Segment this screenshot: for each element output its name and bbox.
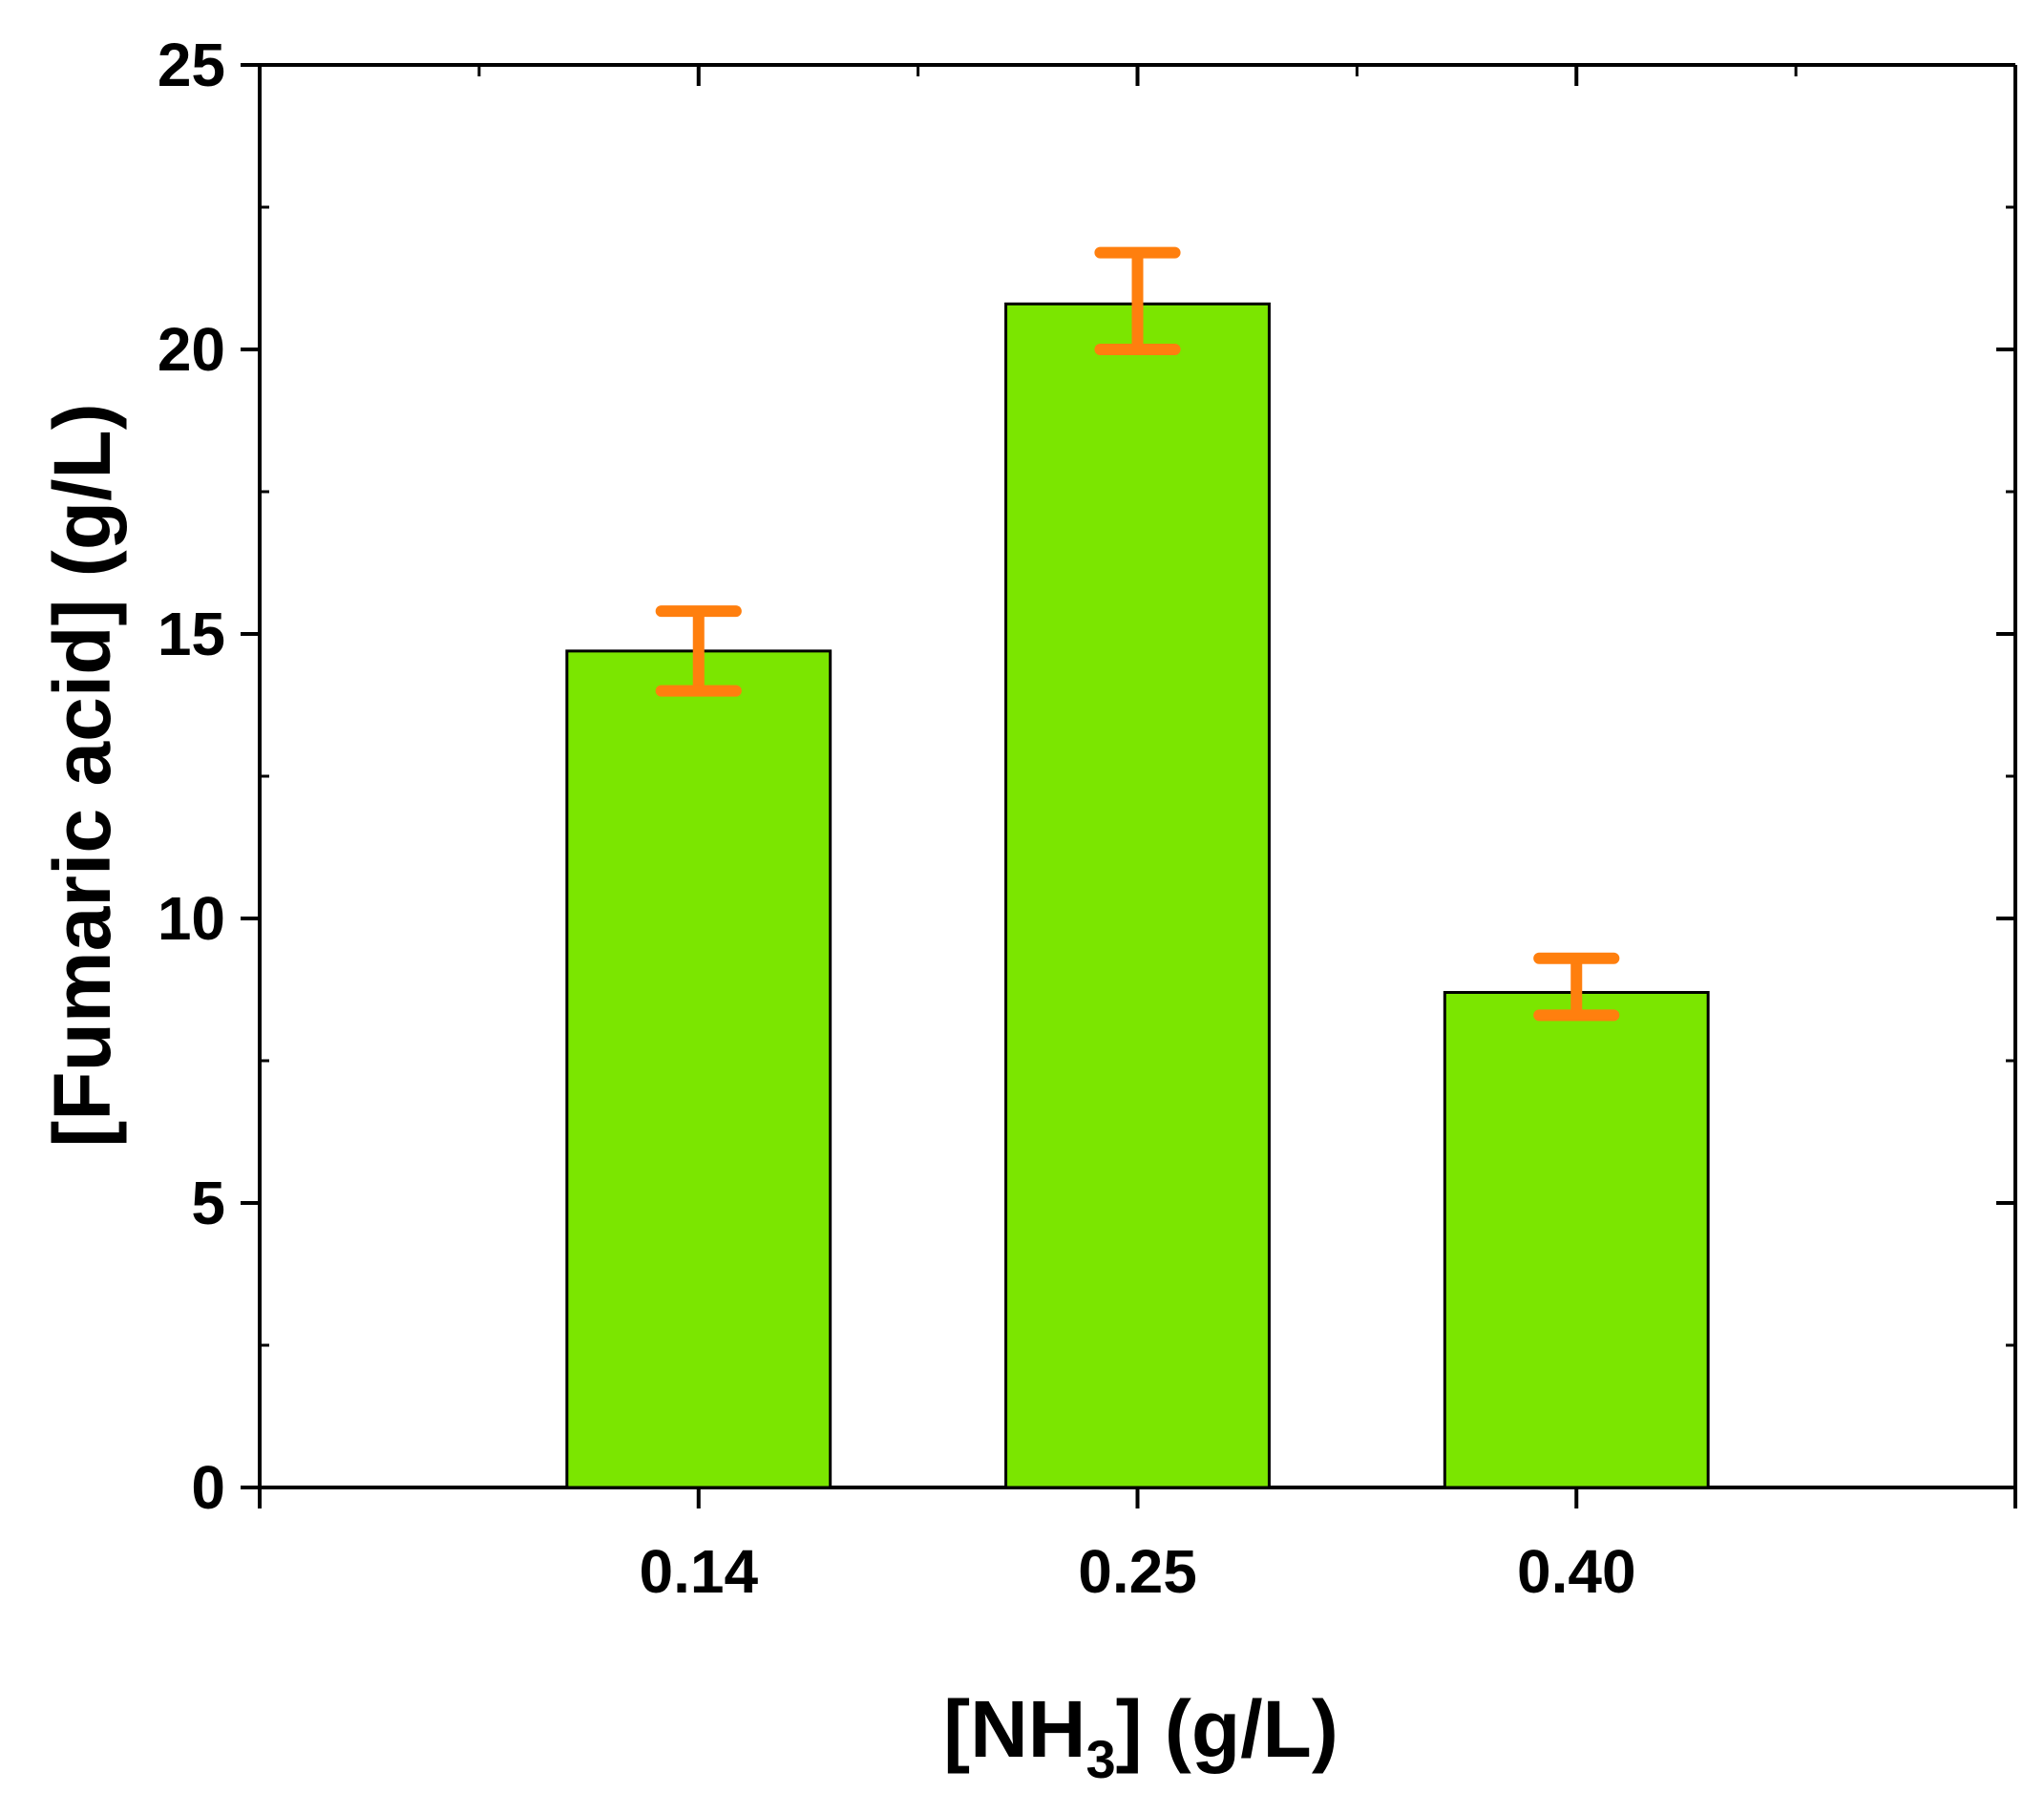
error-bar <box>1094 246 1181 355</box>
bars <box>565 302 1710 1489</box>
ticks <box>241 63 2017 1508</box>
x-axis-title-subscript: 3 <box>1085 1729 1115 1789</box>
y-tick-label: 5 <box>191 1169 225 1237</box>
x-axis-title-rest: ] (g/L) <box>1116 1684 1338 1774</box>
y-tick-label: 25 <box>158 31 225 99</box>
x-tick-labels: 0.14 0.25 0.40 <box>639 1537 1635 1606</box>
x-axis-title-main: [NH <box>943 1684 1085 1774</box>
error-bars <box>655 246 1620 1022</box>
y-tick-labels: 0 5 10 15 20 25 <box>158 31 225 1522</box>
x-tick-label: 0.40 <box>1517 1537 1636 1606</box>
error-bar <box>655 605 742 697</box>
bar <box>1004 302 1271 1489</box>
y-tick-label: 20 <box>158 315 225 384</box>
error-bar <box>1533 952 1620 1022</box>
x-tick-label: 0.25 <box>1078 1537 1197 1606</box>
y-tick-label: 10 <box>158 884 225 953</box>
bar <box>1443 990 1710 1489</box>
y-tick-label: 0 <box>191 1453 225 1522</box>
x-tick-label: 0.14 <box>639 1537 758 1606</box>
y-axis-title: [Fumaric acid] (g/L) <box>37 403 127 1147</box>
x-axis-title: [NH3] (g/L) <box>943 1684 1338 1789</box>
y-tick-label: 15 <box>158 600 225 668</box>
bar <box>565 649 832 1489</box>
